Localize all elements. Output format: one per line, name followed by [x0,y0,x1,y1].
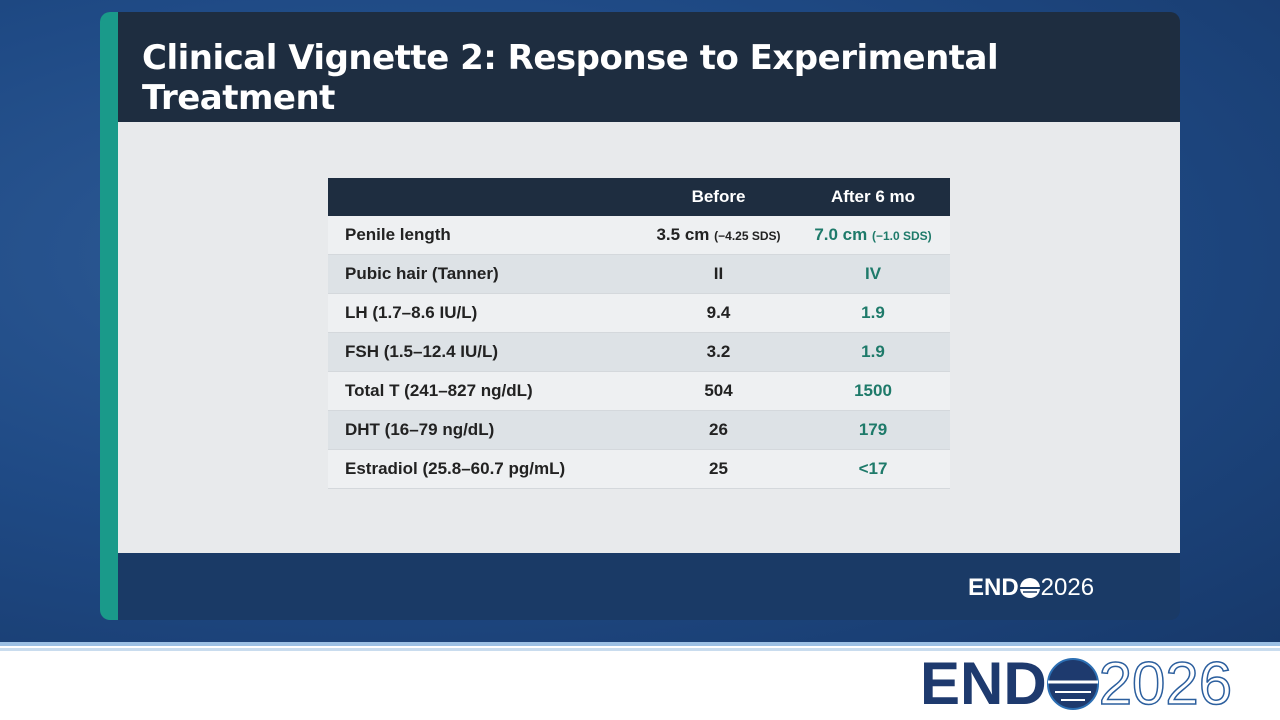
cell: II [641,254,796,294]
cell-value: 3.5 cm [656,225,710,244]
row-label: Pubic hair (Tanner) [328,254,641,294]
table-row: LH (1.7–8.6 IU/L) 9.4 1.9 [328,293,950,333]
header-cell: After 6 mo [796,178,950,216]
cell-value: IV [864,264,882,283]
cell-value: II [713,264,724,283]
table-row: Pubic hair (Tanner) II IV [328,254,950,294]
cell: 3.5 cm (−4.25 SDS) [641,216,796,255]
band [0,648,1280,651]
table-row: Total T (241–827 ng/dL) 504 1500 [328,371,950,411]
cell-value: 7.0 cm [814,225,868,244]
table: Before After 6 mo Penile length 3.5 cm (−… [328,178,950,489]
cell-value: 1.9 [861,303,885,322]
cell-value: 25 [709,459,728,478]
cell: 7.0 cm (−1.0 SDS) [796,216,950,255]
cell-value: 26 [709,420,728,439]
cell: 26 [641,410,796,450]
logo-mark [1046,658,1099,710]
slide: Clinical Vignette 2: Response to Experim… [100,12,1180,620]
row-label: FSH (1.5–12.4 IU/L) [328,332,641,372]
cell-value: 179 [858,420,888,439]
cell-value: 504 [704,381,733,400]
footer-logo: END 2026 [920,650,1233,717]
row-label: LH (1.7–8.6 IU/L) [328,293,641,333]
cell: 3.2 [641,332,796,372]
table-row: Estradiol (25.8–60.7 pg/mL) 25 <17 [328,449,950,489]
header-cell [328,178,641,216]
cell-value: 3.2 [706,342,731,361]
cell: 25 [641,449,796,489]
table-row: FSH (1.5–12.4 IU/L) 3.2 1.9 [328,332,950,372]
logo-text: END [968,574,1019,601]
header-cell: Before [641,178,796,216]
cell-value: 9.4 [706,303,731,322]
cell: 1500 [796,371,950,411]
cell: 9.4 [641,293,796,333]
header-row: Before After 6 mo [328,178,950,216]
row-label: DHT (16–79 ng/dL) [328,410,641,450]
cell: <17 [796,449,950,489]
row-label: Penile length [328,216,641,255]
band [0,642,1280,646]
cell-value: <17 [858,459,888,478]
logo-text: END [920,650,1047,717]
cell: 1.9 [796,293,950,333]
logo-text: 2026 [1040,574,1095,601]
cell: IV [796,254,950,294]
cell: 179 [796,410,950,450]
cell-note: (−4.25 SDS) [714,229,781,243]
slide-content: Before After 6 mo Penile length 3.5 cm (−… [118,122,1180,553]
cell: 504 [641,371,796,411]
row-label: Total T (241–827 ng/dL) [328,371,641,411]
slide-title: Clinical Vignette 2: Response to Experim… [142,38,999,118]
slide-logo: END 2026 [968,574,1094,602]
cell-note: (−1.0 SDS) [871,229,932,243]
table-row: DHT (16–79 ng/dL) 26 179 [328,410,950,450]
accent-bar [100,12,118,620]
cell: 1.9 [796,332,950,372]
slide-header: Clinical Vignette 2: Response to Experim… [118,12,1180,122]
table-row: Penile length 3.5 cm (−4.25 SDS) 7.0 cm (−… [328,216,950,255]
logo-text: 2026 [1098,650,1233,717]
cell-value: 1.9 [861,342,885,361]
cell-value: 1500 [854,381,892,400]
row-label: Estradiol (25.8–60.7 pg/mL) [328,449,641,489]
logo-mark [1019,578,1040,598]
